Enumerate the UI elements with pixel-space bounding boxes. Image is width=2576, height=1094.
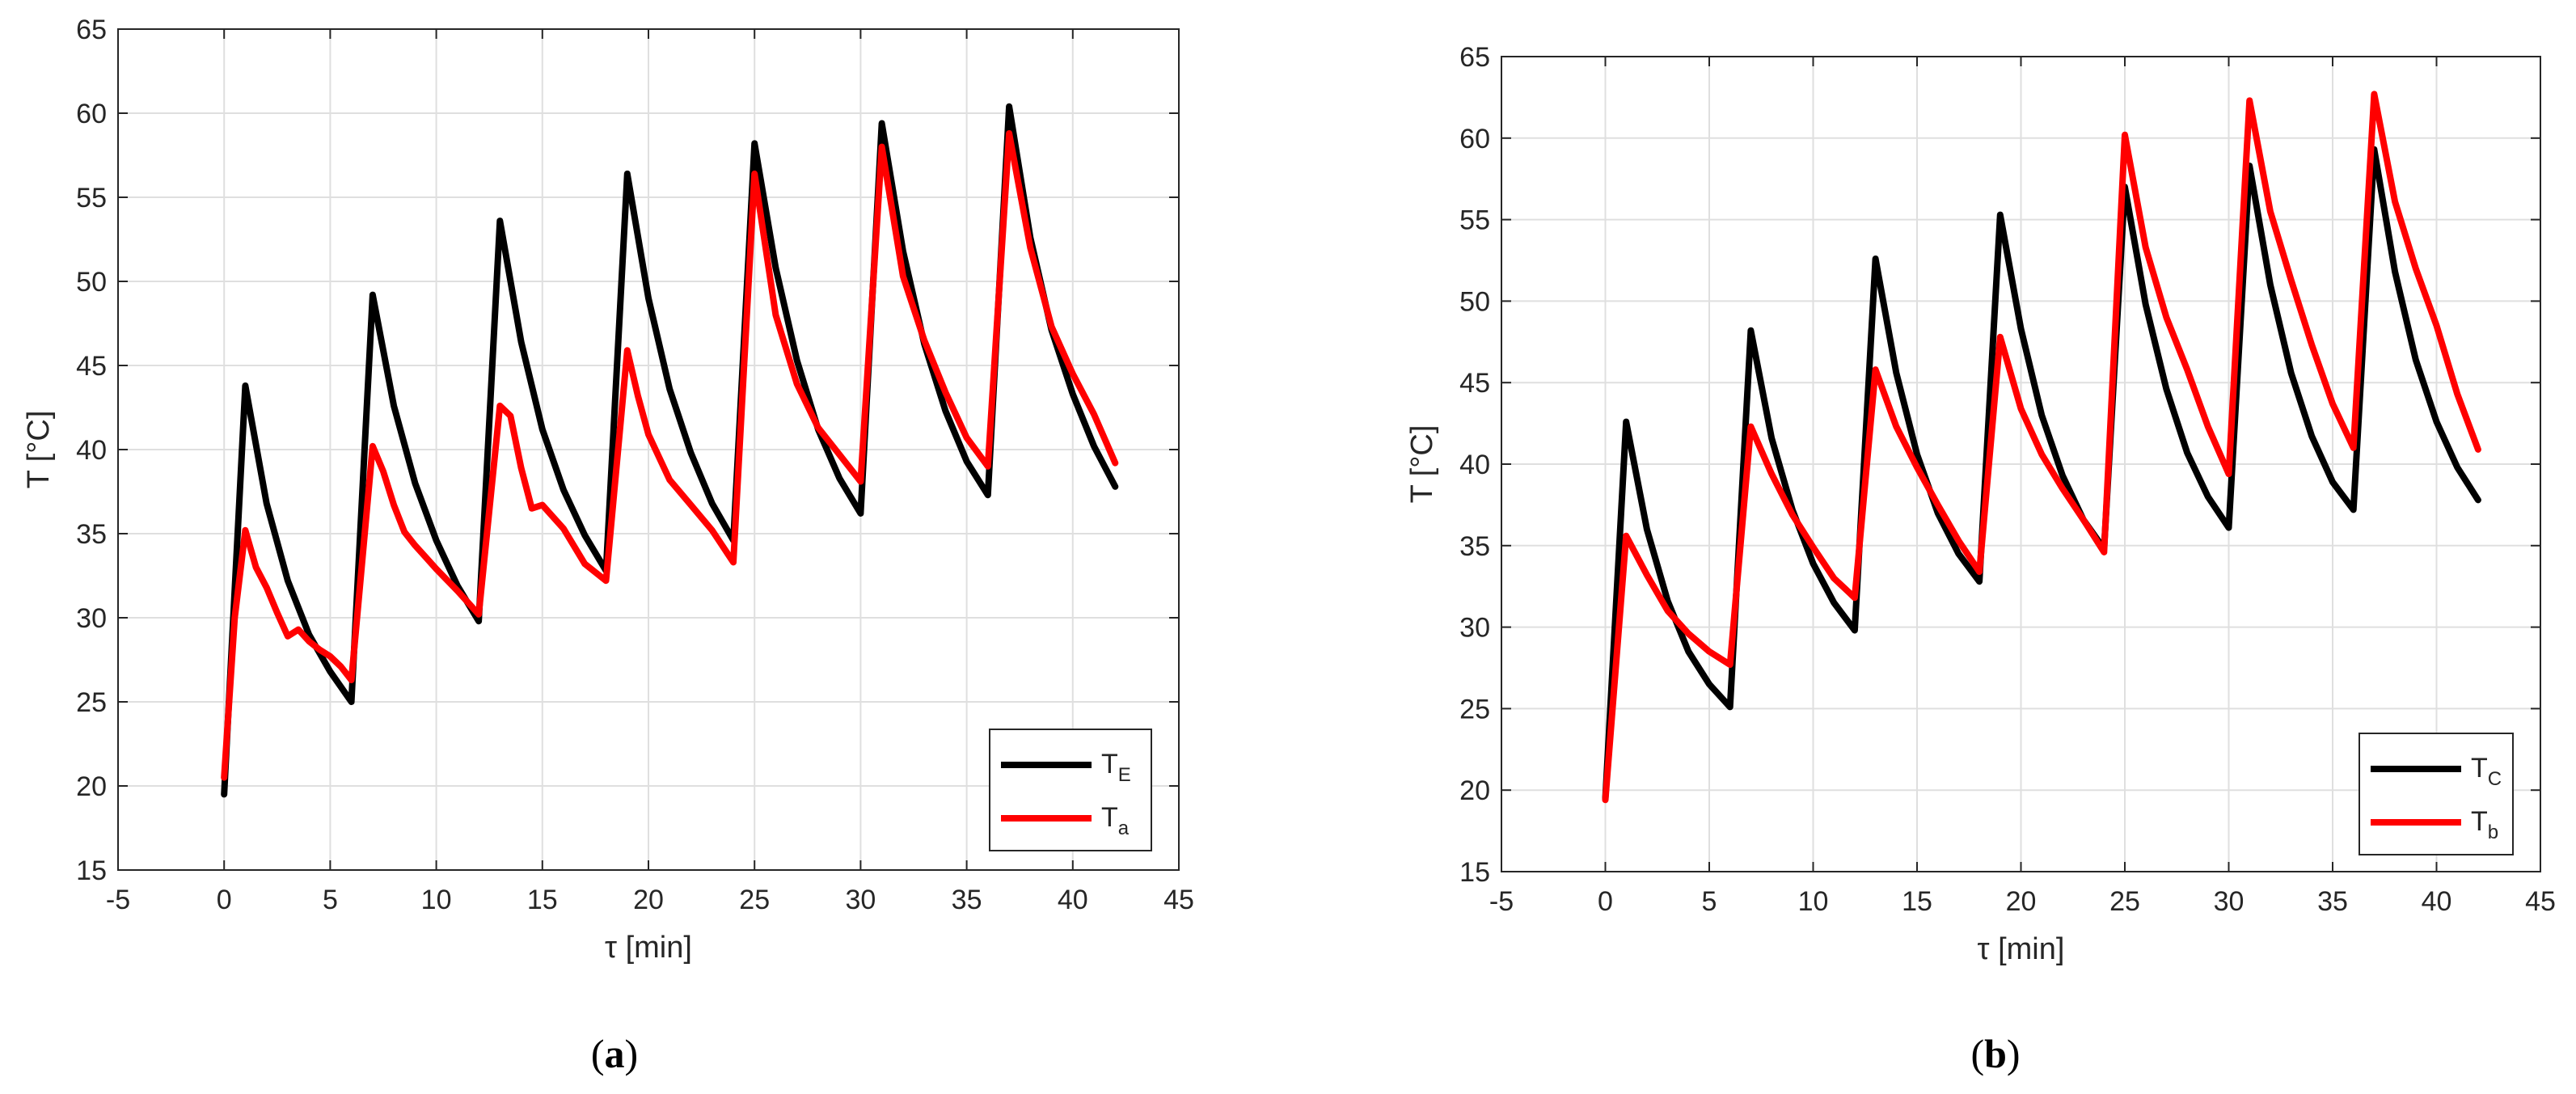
legend-label: TC bbox=[2471, 753, 2502, 790]
y-tick-label: 55 bbox=[76, 183, 107, 213]
y-tick-label: 60 bbox=[1459, 124, 1490, 154]
y-tick-label: 60 bbox=[76, 99, 107, 129]
y-tick-label: 30 bbox=[1459, 613, 1490, 644]
series-line-t-e bbox=[221, 103, 1119, 798]
x-tick-label: -5 bbox=[106, 885, 130, 915]
legend-label: Ta bbox=[1101, 802, 1130, 839]
x-tick-label: 10 bbox=[1798, 886, 1829, 917]
x-tick-label: 35 bbox=[2317, 886, 2348, 917]
series-line-t-c bbox=[1602, 146, 2481, 802]
y-tick-label: 50 bbox=[76, 267, 107, 298]
y-tick-label: 15 bbox=[76, 855, 107, 886]
x-tick-label: 30 bbox=[845, 885, 876, 915]
x-tick-label: 40 bbox=[2422, 886, 2452, 917]
x-tick-label: 5 bbox=[323, 885, 338, 915]
y-tick-label: 35 bbox=[76, 519, 107, 550]
y-tick-label: 30 bbox=[76, 603, 107, 634]
y-axis-label: T [°C] bbox=[22, 411, 56, 489]
x-tick-label: 25 bbox=[739, 885, 770, 915]
y-tick-label: 25 bbox=[76, 687, 107, 718]
y-axis-label: T [°C] bbox=[1405, 425, 1439, 504]
y-tick-label: 40 bbox=[76, 435, 107, 466]
y-tick-label: 35 bbox=[1459, 531, 1490, 562]
panel-label: (a) bbox=[591, 1031, 638, 1076]
chart-panel-b: -5 0 5 10 15 20 25 30 35 40 45 15 20 25 30 35 40 45 50 55 60… bbox=[1405, 42, 2556, 1076]
y-tick-label: 65 bbox=[1459, 42, 1490, 73]
y-tick-label: 20 bbox=[76, 771, 107, 802]
x-tick-label: 15 bbox=[527, 885, 558, 915]
x-tick-label: 25 bbox=[2109, 886, 2140, 917]
x-tick-label: 45 bbox=[2525, 886, 2556, 917]
x-tick-label: 45 bbox=[1163, 885, 1194, 915]
y-tick-label: 25 bbox=[1459, 694, 1490, 724]
series-line-t-a bbox=[221, 130, 1119, 781]
y-tick-label: 45 bbox=[1459, 368, 1490, 399]
x-axis-label: τ [min] bbox=[605, 931, 692, 965]
y-tick-label: 50 bbox=[1459, 286, 1490, 317]
y-tick-label: 20 bbox=[1459, 775, 1490, 806]
legend-label: TE bbox=[1101, 749, 1131, 786]
x-tick-label: 30 bbox=[2214, 886, 2244, 917]
x-tick-label: 0 bbox=[1598, 886, 1613, 917]
y-tick-label: 55 bbox=[1459, 205, 1490, 236]
x-tick-label: 0 bbox=[217, 885, 232, 915]
x-tick-label: -5 bbox=[1489, 886, 1514, 917]
series-line-t-b bbox=[1602, 91, 2481, 804]
panel-label: (b) bbox=[1970, 1031, 2020, 1076]
x-tick-label: 15 bbox=[1902, 886, 1932, 917]
legend: TC Tb bbox=[2359, 733, 2514, 855]
y-tick-label: 65 bbox=[76, 15, 107, 45]
x-tick-label: 10 bbox=[421, 885, 452, 915]
x-tick-label: 40 bbox=[1058, 885, 1088, 915]
x-tick-label: 20 bbox=[2006, 886, 2037, 917]
chart-panel-a: -5 0 5 10 15 20 25 30 35 40 45 15 20 25 30 35 40 45 50 55 60… bbox=[22, 15, 1194, 1076]
legend-box bbox=[989, 729, 1152, 851]
legend: TE Ta bbox=[989, 729, 1152, 851]
y-tick-label: 15 bbox=[1459, 857, 1490, 888]
x-tick-label: 5 bbox=[1702, 886, 1717, 917]
x-tick-label: 35 bbox=[952, 885, 982, 915]
x-axis-label: τ [min] bbox=[1978, 932, 2065, 966]
x-tick-label: 20 bbox=[633, 885, 664, 915]
legend-box bbox=[2359, 733, 2514, 855]
y-tick-label: 40 bbox=[1459, 450, 1490, 480]
legend-label: Tb bbox=[2471, 806, 2498, 843]
y-tick-label: 45 bbox=[76, 351, 107, 382]
